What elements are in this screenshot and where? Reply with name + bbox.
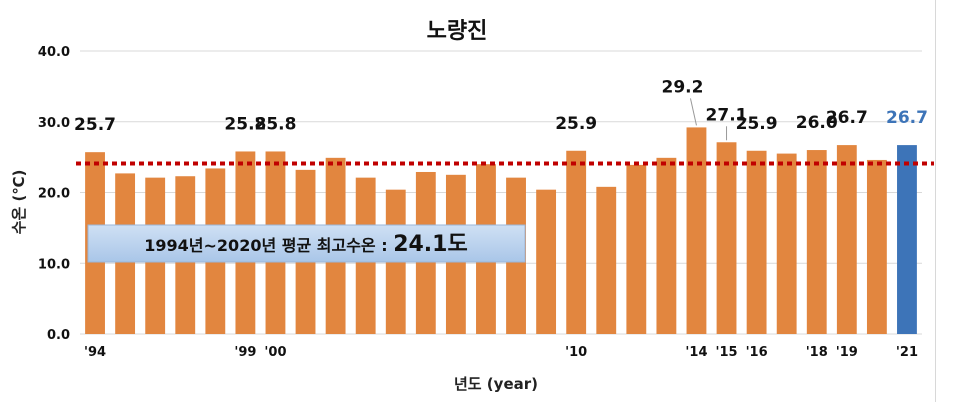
right-border bbox=[935, 0, 936, 402]
bar-09 bbox=[536, 189, 557, 334]
bar-21 bbox=[897, 145, 917, 334]
data-label: 25.7 bbox=[74, 115, 116, 135]
y-tick-label: 0.0 bbox=[47, 328, 70, 343]
bar-16 bbox=[746, 150, 767, 334]
data-label: 29.2 bbox=[661, 77, 703, 97]
y-axis-ticks: 0.0 10.0 20.0 30.0 40.0 bbox=[38, 45, 70, 343]
average-annotation: 1994년~2020년 평균 최고수온 : 24.1도 bbox=[76, 161, 934, 263]
data-label: 25.9 bbox=[736, 114, 778, 134]
y-tick-label: 10.0 bbox=[38, 257, 70, 272]
bar-17 bbox=[776, 153, 797, 334]
x-tick-label: '10 bbox=[565, 345, 587, 360]
x-tick-label: '15 bbox=[715, 345, 737, 360]
y-tick-label: 20.0 bbox=[38, 187, 70, 202]
x-axis-ticks: '94 '99 '00 '10 '14 '15 '16 '18 '19 '21 bbox=[84, 345, 918, 360]
bar-20 bbox=[866, 159, 887, 334]
x-tick-label: '16 bbox=[746, 345, 768, 360]
x-tick-label: '21 bbox=[896, 345, 918, 360]
bar-19 bbox=[836, 145, 857, 334]
bar-15 bbox=[716, 142, 737, 334]
y-tick-label: 30.0 bbox=[38, 116, 70, 131]
leader-line bbox=[689, 98, 697, 126]
y-axis-label: 수온 (℃) bbox=[10, 170, 28, 235]
x-tick-label: '00 bbox=[264, 345, 286, 360]
chart-title: 노량진 bbox=[427, 19, 488, 44]
data-label: 26.7 bbox=[886, 108, 928, 128]
data-labels: 25.7 25.825.8 25.929.227.125.9 26.026.7 26.7 bbox=[74, 77, 928, 141]
x-tick-label: '19 bbox=[836, 345, 858, 360]
y-tick-label: 40.0 bbox=[38, 45, 70, 60]
x-tick-label: '14 bbox=[685, 345, 707, 360]
bar-11 bbox=[596, 186, 617, 334]
x-tick-label: '18 bbox=[806, 345, 828, 360]
data-label: 26.7 bbox=[826, 108, 868, 128]
average-label: 1994년~2020년 평균 최고수온 : 24.1도 bbox=[144, 232, 467, 257]
bar-10 bbox=[566, 150, 587, 334]
data-label: 25.8 bbox=[224, 114, 266, 134]
average-value: 24.1도 bbox=[393, 232, 468, 257]
bar-13 bbox=[656, 157, 677, 334]
x-tick-label: '94 bbox=[84, 345, 106, 360]
average-label-box bbox=[87, 224, 526, 263]
x-axis-label: 년도 (year) bbox=[454, 375, 538, 393]
average-label-text: 1994년~2020년 평균 최고수온 : bbox=[144, 236, 393, 255]
data-label: 26.0 bbox=[796, 113, 838, 133]
data-label: 25.9 bbox=[555, 114, 597, 134]
data-label: 25.8 bbox=[254, 114, 296, 134]
data-label: 27.1 bbox=[706, 105, 748, 125]
bar-18 bbox=[806, 150, 827, 334]
bar-14 bbox=[686, 127, 707, 334]
bar-12 bbox=[626, 164, 647, 334]
x-tick-label: '99 bbox=[234, 345, 256, 360]
